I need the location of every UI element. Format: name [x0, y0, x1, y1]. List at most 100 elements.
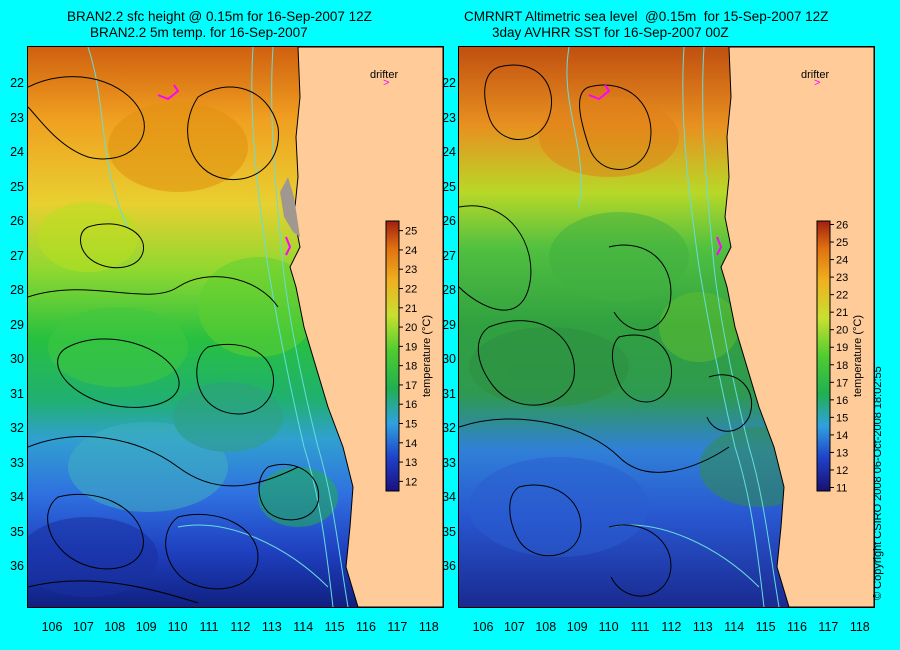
colorbar-tick-label: 19	[836, 342, 848, 354]
left-drifter-legend: drifter	[370, 69, 399, 81]
colorbar-tick-label: 16	[836, 395, 848, 407]
latitude-label: 24	[10, 145, 24, 159]
left-colorbar: 12 13 14 15 16 17 18 19 20 21 22 23 24 25 temperature…	[385, 220, 433, 492]
right-colorbar-ticks: 11 12 13 14 15 16 17 18 19 20 21 22 23 24 25 26	[830, 220, 848, 494]
drifter-tracks	[157, 84, 292, 256]
longitude-label: 118	[849, 620, 870, 634]
latitude-label: 34	[442, 490, 456, 504]
colorbar-tick-label: 15	[405, 419, 417, 431]
longitude-label: 109	[135, 620, 157, 634]
latitude-label: 35	[442, 524, 456, 539]
colorbar-tick-label: 13	[836, 447, 848, 459]
longitude-label: 109	[566, 620, 588, 634]
longitude-label: 117	[387, 620, 408, 634]
longitude-label: 111	[630, 620, 650, 634]
latitude-label: 29	[10, 317, 24, 332]
latitude-label: 26	[442, 214, 456, 228]
longitude-label: 108	[104, 620, 126, 634]
right-colorbar-title: temperature (°C)	[852, 315, 864, 397]
longitude-label: 114	[724, 620, 745, 634]
right-map-panel: 11 12 13 14 15 16 17 18 19 20 21 22 23 24 25 26 tempera…	[458, 46, 875, 608]
latitude-label: 28	[10, 283, 24, 297]
longitude-label: 110	[167, 620, 188, 634]
colorbar-tick-label: 18	[836, 360, 848, 372]
longitude-label: 110	[598, 620, 619, 634]
longitude-label: 113	[692, 620, 713, 634]
latitude-label: 31	[442, 386, 456, 401]
longitude-label: 106	[472, 620, 494, 634]
right-drifter-legend-arrow: >	[814, 77, 821, 89]
latitude-label: 27	[10, 248, 24, 263]
longitude-label: 112	[661, 620, 682, 634]
right-title-line2: 3day AVHRR SST for 16-Sep-2007 00Z	[492, 25, 729, 40]
longitude-label: 116	[356, 620, 376, 634]
latitude-label: 36	[10, 559, 24, 573]
longitude-label: 113	[261, 620, 282, 634]
right-colorbar: 11 12 13 14 15 16 17 18 19 20 21 22 23 24 25 26 tempera…	[816, 220, 864, 494]
right-drifter-legend: drifter	[801, 69, 830, 81]
left-title-line2: BRAN2.2 5m temp. for 16-Sep-2007	[90, 25, 308, 40]
colorbar-tick-label: 24	[836, 255, 848, 267]
latitude-label: 33	[10, 455, 24, 470]
longitude-label: 107	[72, 620, 94, 634]
right-map-svg: 11 12 13 14 15 16 17 18 19 20 21 22 23 24 25 26 tempera…	[459, 47, 874, 607]
colorbar-tick-label: 17	[405, 380, 417, 392]
latitude-label: 22	[442, 76, 456, 90]
colorbar-tick-label: 19	[405, 341, 417, 353]
latitude-label: 32	[442, 421, 456, 435]
left-map-svg: 12 13 14 15 16 17 18 19 20 21 22 23 24 25 temperature…	[28, 47, 443, 607]
colorbar-tick-label: 16	[405, 399, 417, 411]
longitude-label: 115	[324, 620, 345, 634]
colorbar-tick-label: 14	[836, 430, 848, 442]
colorbar-tick-label: 13	[405, 457, 417, 469]
longitude-label: 107	[503, 620, 525, 634]
shark-bay-land	[280, 177, 300, 237]
colorbar-tick-label: 17	[836, 377, 848, 389]
left-colorbar-bar	[385, 220, 400, 492]
colorbar-tick-label: 14	[405, 438, 417, 450]
colorbar-tick-label: 22	[405, 284, 417, 296]
colorbar-tick-label: 20	[405, 322, 417, 334]
colorbar-tick-label: 23	[836, 272, 848, 284]
colorbar-tick-label: 11	[836, 482, 847, 494]
longitude-label: 108	[535, 620, 557, 634]
latitude-label: 25	[442, 179, 456, 194]
latitude-label: 27	[442, 248, 456, 263]
longitude-label: 117	[818, 620, 839, 634]
longitude-label: 111	[199, 620, 219, 634]
latitude-label: 32	[10, 421, 24, 435]
colorbar-tick-label: 24	[405, 245, 417, 257]
sea-level-contours	[459, 64, 753, 597]
colorbar-tick-label: 21	[836, 307, 848, 319]
longitude-label: 114	[293, 620, 314, 634]
latitude-label: 26	[10, 214, 24, 228]
colorbar-tick-label: 18	[405, 361, 417, 373]
latitude-label: 33	[442, 455, 456, 470]
latitude-label: 24	[442, 145, 456, 159]
colorbar-tick-label: 20	[836, 325, 848, 337]
bathymetry-contours	[87, 47, 349, 607]
longitude-label: 116	[787, 620, 807, 634]
latitude-label: 23	[10, 110, 24, 125]
latitude-label: 23	[442, 110, 456, 125]
longitude-label: 118	[418, 620, 439, 634]
colorbar-tick-label: 25	[836, 237, 848, 249]
colorbar-tick-label: 26	[836, 220, 848, 232]
left-colorbar-title: temperature (°C)	[421, 315, 433, 397]
right-colorbar-bar	[816, 220, 831, 492]
latitude-label: 28	[442, 283, 456, 297]
latitude-label: 29	[442, 317, 456, 332]
colorbar-tick-label: 12	[405, 476, 417, 488]
longitude-label: 112	[230, 620, 251, 634]
sea-level-contours	[28, 76, 320, 604]
drifter-tracks	[588, 84, 723, 256]
left-map-panel: 12 13 14 15 16 17 18 19 20 21 22 23 24 25 temperature…	[27, 46, 444, 608]
latitude-label: 30	[442, 352, 456, 366]
right-title-line1: CMRNRT Altimetric sea level @0.15m for 1…	[464, 9, 829, 24]
colorbar-tick-label: 25	[405, 226, 417, 238]
latitude-label: 34	[10, 490, 24, 504]
latitude-label: 31	[10, 386, 24, 401]
longitude-label: 115	[755, 620, 776, 634]
colorbar-tick-label: 21	[405, 303, 417, 315]
longitude-label: 106	[41, 620, 63, 634]
